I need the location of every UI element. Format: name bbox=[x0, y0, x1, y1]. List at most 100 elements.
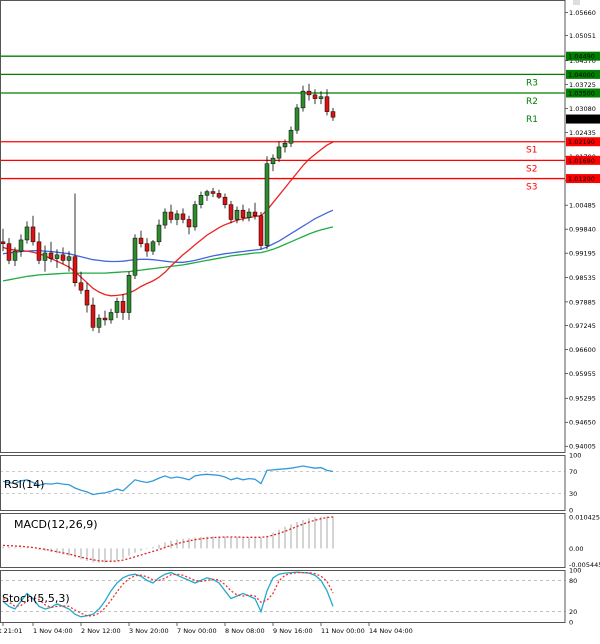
candle bbox=[186, 215, 192, 235]
current-price-box bbox=[566, 114, 600, 124]
candle-body bbox=[312, 94, 318, 99]
ma-fast-red-line bbox=[2, 141, 334, 297]
candle bbox=[330, 107, 336, 121]
candle-body bbox=[84, 289, 90, 306]
candle-body bbox=[54, 254, 60, 259]
candle bbox=[138, 230, 144, 248]
candle bbox=[78, 271, 84, 294]
price-panel: 1.05660 1.05051 1.04370 1.03725 1.03080 1.024… bbox=[0, 9, 600, 451]
candle bbox=[276, 141, 282, 162]
candle-body bbox=[144, 243, 150, 252]
candle bbox=[216, 189, 222, 200]
candle bbox=[150, 239, 156, 255]
candle-body bbox=[192, 204, 198, 228]
level-name-label: R1 bbox=[526, 115, 538, 125]
candle bbox=[240, 204, 246, 222]
candle bbox=[174, 210, 180, 226]
rsi-tick-label: 100 bbox=[569, 452, 581, 460]
candle-body bbox=[30, 226, 36, 243]
candle-body bbox=[180, 213, 186, 220]
ma-mid-blue-line bbox=[2, 209, 334, 263]
candle-body bbox=[228, 204, 234, 220]
candle bbox=[204, 189, 210, 201]
stochastic-panel: Stoch(5,5,3) 100 80 20 0 bbox=[0, 567, 581, 627]
candle-body bbox=[258, 215, 264, 246]
price-tick-label: 1.05660 bbox=[569, 9, 596, 17]
price-tick-label: 0.94005 bbox=[569, 443, 596, 451]
stoch-k-line bbox=[2, 571, 334, 618]
ma-slow-green-line bbox=[2, 226, 334, 282]
level-price-box bbox=[566, 51, 600, 61]
candle-body bbox=[240, 209, 246, 218]
candle-body bbox=[42, 252, 48, 261]
panel-border bbox=[0, 0, 566, 453]
stoch-label: Stoch(5,5,3) bbox=[2, 592, 70, 605]
candle-body bbox=[36, 241, 42, 261]
candle bbox=[246, 208, 252, 222]
time-tick-label: 3 Nov 20:00 bbox=[129, 627, 169, 635]
candle-body bbox=[168, 211, 174, 220]
price-tick-label: 0.99195 bbox=[569, 250, 596, 258]
time-tick-label: 2 Nov 12:00 bbox=[81, 627, 121, 635]
candle bbox=[18, 234, 24, 257]
candle bbox=[300, 85, 306, 112]
stoch-tick-label: 0 bbox=[569, 619, 573, 627]
price-tick-label: 0.94650 bbox=[569, 419, 596, 427]
candle bbox=[264, 156, 270, 250]
candle-body bbox=[198, 195, 204, 205]
candle bbox=[306, 83, 312, 101]
candle bbox=[198, 191, 204, 209]
candle bbox=[222, 193, 228, 209]
time-tick-label: 14 Nov 04:00 bbox=[369, 627, 413, 635]
candle-body bbox=[204, 191, 210, 196]
candle-body bbox=[276, 146, 282, 159]
price-tick-label: 1.00485 bbox=[569, 202, 596, 210]
level-price-box bbox=[566, 174, 600, 184]
candle bbox=[126, 271, 132, 320]
candle-body bbox=[222, 196, 228, 205]
candle-body bbox=[252, 211, 258, 217]
candle bbox=[144, 238, 150, 257]
candle bbox=[60, 247, 66, 265]
candle bbox=[108, 308, 114, 324]
panel-border bbox=[0, 570, 566, 623]
candle-body bbox=[18, 239, 24, 252]
candle bbox=[54, 249, 60, 268]
candle-body bbox=[0, 241, 6, 244]
time-tick-label: 7 Nov 00:00 bbox=[177, 627, 217, 635]
candle bbox=[30, 215, 36, 246]
candle-body bbox=[270, 157, 276, 164]
candle-body bbox=[96, 317, 102, 328]
candle-body bbox=[90, 304, 96, 328]
rsi-line bbox=[2, 465, 334, 496]
candle bbox=[312, 89, 318, 105]
candle bbox=[132, 234, 138, 280]
panel-border bbox=[0, 513, 566, 568]
price-tick-label: 1.04370 bbox=[569, 57, 596, 65]
candle-body bbox=[330, 111, 336, 118]
close-chart-button[interactable] bbox=[573, 0, 580, 5]
time-axis: 31 Oct 21:01 1 Nov 04:00 2 Nov 12:00 3 Nov … bbox=[0, 622, 413, 635]
time-tick-label: 11 Nov 00:00 bbox=[321, 627, 365, 635]
candle-body bbox=[156, 224, 162, 243]
candle bbox=[102, 310, 108, 326]
time-tick-label: 31 Oct 21:01 bbox=[0, 627, 22, 635]
candle bbox=[258, 212, 264, 250]
candle bbox=[288, 126, 294, 147]
macd-label: MACD(12,26,9) bbox=[14, 518, 98, 531]
price-tick-label: 0.95295 bbox=[569, 395, 596, 403]
candle bbox=[6, 238, 12, 265]
candle bbox=[36, 232, 42, 265]
candle bbox=[252, 202, 258, 220]
candle bbox=[156, 219, 162, 246]
level-price-label: 1.04490 bbox=[568, 53, 595, 61]
candle-body bbox=[150, 241, 156, 252]
candle-body bbox=[60, 254, 66, 261]
candle-body bbox=[72, 256, 78, 283]
rsi-tick-label: 0 bbox=[569, 507, 573, 515]
candle bbox=[96, 314, 102, 333]
candle-body bbox=[24, 226, 30, 241]
level-name-label: R3 bbox=[526, 78, 538, 88]
candle-body bbox=[264, 163, 270, 246]
level-price-label: 1.03500 bbox=[568, 90, 595, 98]
